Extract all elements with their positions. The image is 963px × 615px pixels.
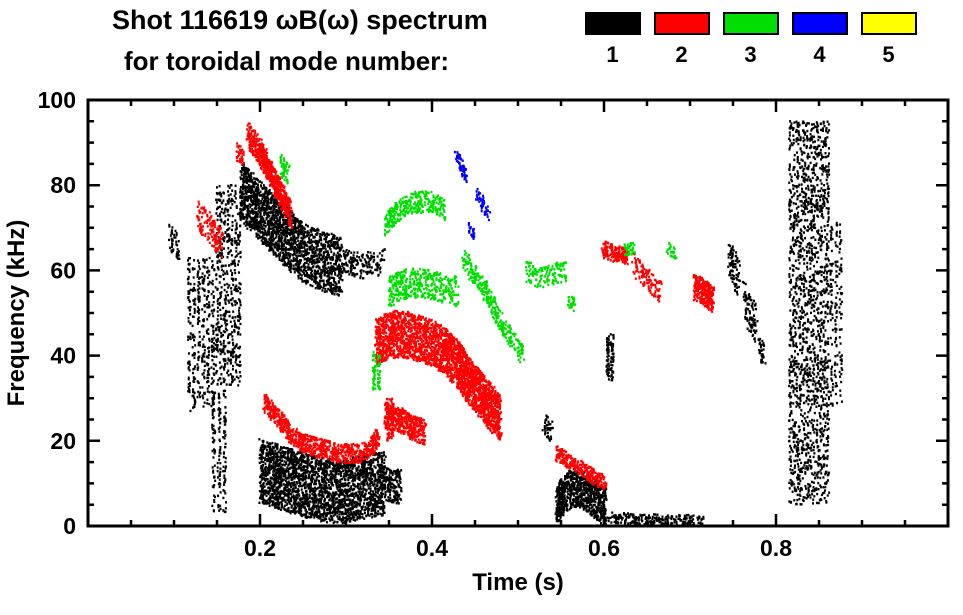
legend-swatch-n5 [860,12,917,35]
legend-entry-n4: 4 [785,12,854,66]
legend-label-n5: 5 [882,42,895,67]
legend-entry-n2: 2 [647,12,716,66]
legend-entry-n5: 5 [854,12,923,66]
legend-swatch-n3 [722,12,779,35]
legend-label-n4: 4 [813,42,826,67]
legend-swatch-n2 [653,12,710,35]
legend-swatch-n1 [584,12,641,35]
legend-entry-n1: 1 [578,12,647,66]
legend-label-n2: 2 [675,42,688,67]
mode-legend: 1 2 3 4 5 [578,12,923,66]
legend-label-n3: 3 [744,42,757,67]
chart-header: Shot 116619 ωB(ω) spectrum for toroidal … [0,0,963,92]
legend-entry-n3: 3 [716,12,785,66]
legend-swatch-n4 [791,12,848,35]
legend-label-n1: 1 [606,42,619,67]
chart-title: Shot 116619 ωB(ω) spectrum [112,5,488,35]
spectrogram-plot [0,90,963,613]
chart-subtitle: for toroidal mode number: [124,46,449,76]
